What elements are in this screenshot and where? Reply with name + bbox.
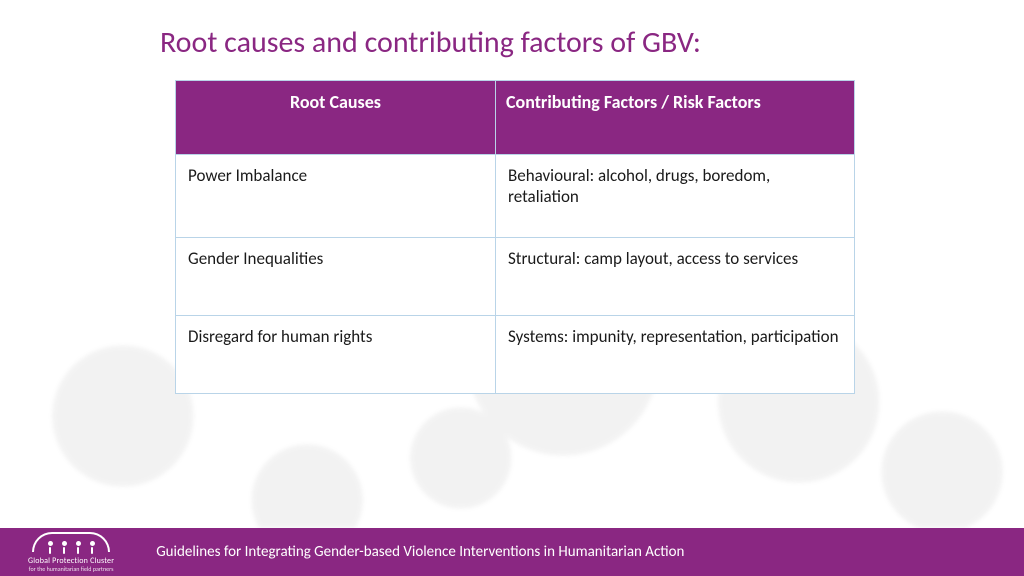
logo-title: Global Protection Cluster <box>28 557 114 565</box>
footer-bar: Global Protection Cluster for the humani… <box>0 528 1024 576</box>
cell-root-cause: Disregard for human rights <box>176 316 496 394</box>
gbv-factors-table: Root Causes Contributing Factors / Risk … <box>175 80 855 394</box>
logo-subtitle: for the humanitarian field partners <box>29 566 114 572</box>
table-row: Disregard for human rights Systems: impu… <box>176 316 855 394</box>
column-header-root-causes: Root Causes <box>176 81 496 155</box>
logo-arc-icon <box>32 532 110 552</box>
cell-contributing-factor: Structural: camp layout, access to servi… <box>496 238 855 316</box>
cell-root-cause: Gender Inequalities <box>176 238 496 316</box>
page-title: Root causes and contributing factors of … <box>160 24 701 61</box>
table-header-row: Root Causes Contributing Factors / Risk … <box>176 81 855 155</box>
table-row: Gender Inequalities Structural: camp lay… <box>176 238 855 316</box>
gpc-logo: Global Protection Cluster for the humani… <box>28 532 114 572</box>
cell-contributing-factor: Behavioural: alcohol, drugs, boredom, re… <box>496 155 855 238</box>
column-header-contributing-factors: Contributing Factors / Risk Factors <box>496 81 855 155</box>
cell-root-cause: Power Imbalance <box>176 155 496 238</box>
cell-contributing-factor: Systems: impunity, representation, parti… <box>496 316 855 394</box>
table-row: Power Imbalance Behavioural: alcohol, dr… <box>176 155 855 238</box>
slide: Root causes and contributing factors of … <box>0 0 1024 576</box>
footer-caption: Guidelines for Integrating Gender-based … <box>156 543 684 561</box>
